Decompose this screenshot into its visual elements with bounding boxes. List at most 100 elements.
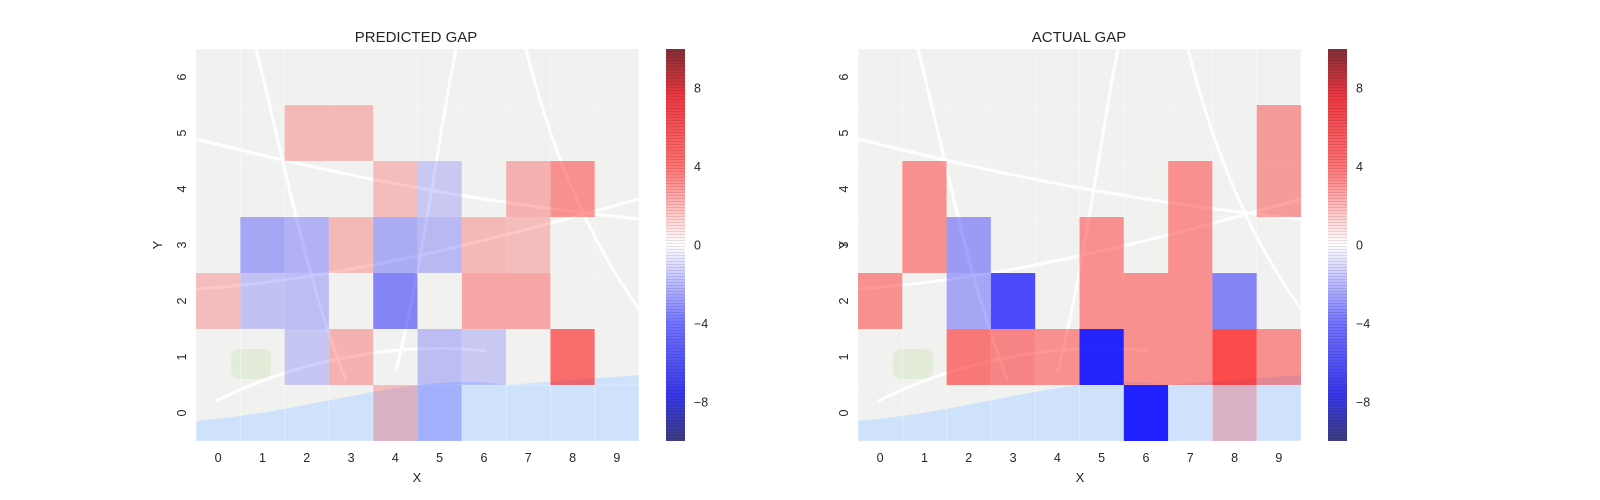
heatmap-cell [328,329,374,385]
colorbar-tick-label: −4 [1356,317,1370,331]
colorbar-texture [1328,49,1347,441]
y-tick-label: 3 [175,241,189,248]
heatmap-cell [417,329,462,385]
heatmap-cell [373,273,418,329]
y-tick-label: 1 [175,353,189,360]
y-tick-label: 0 [837,409,851,416]
heatmap-cell [461,273,507,329]
actual-gap-panel: ACTUAL GAP 0 1 2 3 4 5 6 7 8 9 0 1 2 3 4 5 6 X Y 8 4 0 −4 −… [836,29,1370,485]
colorbar-tick-label: −8 [1356,395,1370,409]
heatmap-cell [373,217,418,273]
heatmap-cell [328,217,374,273]
y-tick-label: 5 [175,129,189,136]
colorbar-tick-label: −4 [694,317,708,331]
x-tick-label: 4 [1054,451,1061,465]
colorbar-tick-label: 8 [1356,82,1363,96]
heatmap-cell [1079,329,1124,385]
y-axis-label: Y [150,240,165,249]
colorbar-tick-label: 4 [1356,160,1363,174]
x-tick-label: 0 [215,451,222,465]
x-tick-label: 1 [921,451,928,465]
heatmap-cell [1123,385,1169,441]
heatmap-cell [196,273,241,329]
map-park [231,349,271,379]
chart-title: PREDICTED GAP [355,29,478,46]
y-tick-label: 2 [175,297,189,304]
heatmap-cell [284,217,329,273]
map-background [195,48,641,442]
colorbar-tick-label: 4 [694,160,701,174]
y-tick-label: 6 [175,73,189,80]
x-tick-label: 9 [1275,451,1282,465]
heatmap-cell [284,329,329,385]
y-tick-labels: 0 1 2 3 4 5 6 [837,73,851,416]
colorbar: 8 4 0 −4 −8 [666,49,708,441]
heatmap-cell [417,217,462,273]
heatmap-cell [240,217,285,273]
map-road [1186,48,1303,310]
heatmap-cell [1168,161,1213,217]
heatmap-cell [1079,217,1124,273]
heatmap-cell [1168,217,1213,273]
map-road [394,48,458,372]
map-road [215,346,487,403]
heatmap-cells [858,105,1301,441]
heatmap-cell [1123,329,1169,385]
y-tick-label: 5 [837,129,851,136]
heatmap-cell [1212,385,1257,441]
x-tick-label: 6 [480,451,487,465]
heatmap-cell [1212,329,1257,385]
map-road [916,48,1010,382]
heatmap-cell [946,217,991,273]
y-tick-labels: 0 1 2 3 4 5 6 [175,73,189,416]
y-tick-label: 3 [837,241,851,248]
heatmap-cell [902,161,947,217]
heatmap-cell [550,161,595,217]
heatmap-cell [1212,273,1257,329]
x-tick-label: 2 [965,451,972,465]
x-tick-label: 3 [348,451,355,465]
x-tick-labels: 0 1 2 3 4 5 6 7 8 9 [215,451,621,465]
heatmap-cell [506,217,551,273]
heatmap-cell [990,273,1036,329]
colorbar-tick-label: 0 [694,239,701,253]
y-axis-label: Y [836,240,851,249]
y-tick-label: 1 [837,353,851,360]
x-axis-label: X [1076,470,1085,485]
colorbar: 8 4 0 −4 −8 [1328,49,1370,441]
y-tick-label: 4 [837,185,851,192]
colorbar-tick-label: −8 [694,395,708,409]
map-road [857,197,1302,291]
x-tick-label: 3 [1010,451,1017,465]
heatmap-cell [328,105,374,161]
colorbar-tick-label: 0 [1356,239,1363,253]
x-tick-label: 5 [436,451,443,465]
map-road [1056,48,1120,372]
x-tick-label: 8 [569,451,576,465]
colorbar-tick-label: 8 [694,82,701,96]
x-tick-label: 9 [613,451,620,465]
heatmap-cell [1168,273,1213,329]
heatmap-cell [1035,329,1080,385]
colorbar-texture [666,49,685,441]
x-tick-label: 0 [877,451,884,465]
heatmap-cell [461,329,507,385]
x-tick-label: 4 [392,451,399,465]
x-tick-label: 1 [259,451,266,465]
heatmap-cell [946,273,991,329]
heatmap-cell [902,217,947,273]
heatmap-cell [1079,273,1124,329]
y-tick-label: 6 [837,73,851,80]
heatmap-cell [1256,329,1301,385]
y-tick-label: 4 [175,185,189,192]
heatmap-cell [946,329,991,385]
heatmap-cell [506,161,551,217]
heatmap-cell [1123,273,1169,329]
heatmap-cell [990,329,1036,385]
x-tick-labels: 0 1 2 3 4 5 6 7 8 9 [877,451,1283,465]
heatmap-cell [373,161,418,217]
heatmap-cell [461,217,507,273]
heatmap-cell [1168,329,1213,385]
